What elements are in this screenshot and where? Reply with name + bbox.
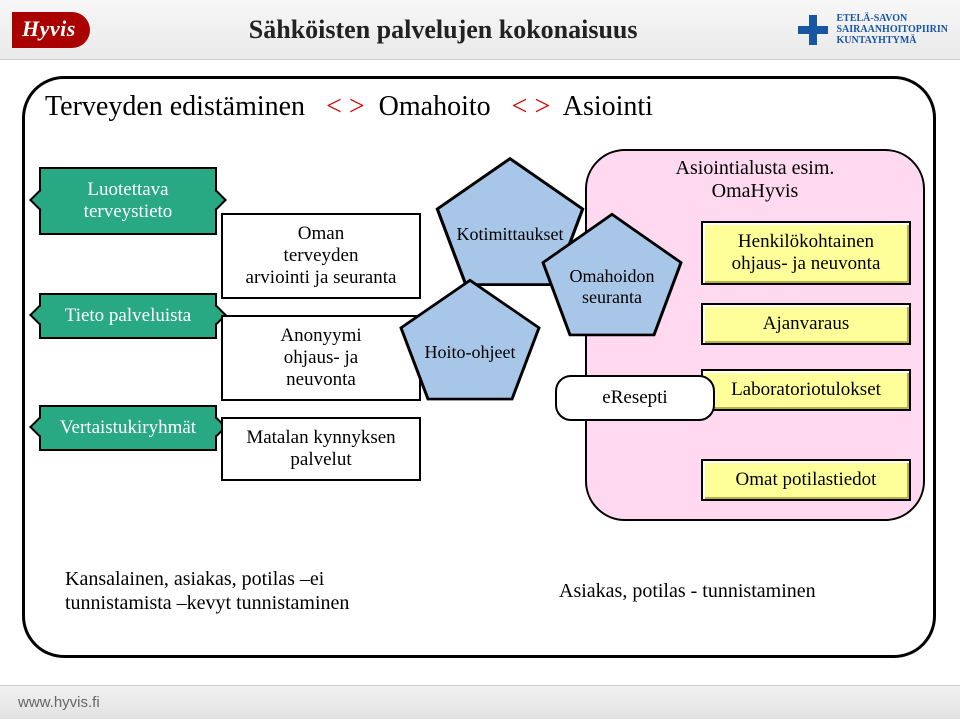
plaque-0: Luotettavaterveystieto (39, 167, 217, 235)
footer-bar: www.hyvis.fi (0, 685, 960, 719)
ybox-2: Laboratoriotulokset (701, 369, 911, 411)
partner-line-2: SAIRAANHOITOPIIRIN (836, 24, 948, 35)
plaque-2: Vertaistukiryhmät (39, 405, 217, 451)
page-title: Sähköisten palvelujen kokonaisuus (90, 15, 797, 45)
whitebox-1: Anonyymiohjaus- janeuvonta (221, 315, 421, 401)
ybox-1: Ajanvaraus (701, 303, 911, 345)
bottom-note-right: Asiakas, potilas - tunnistaminen (559, 579, 816, 603)
bottom-note-left: Kansalainen, asiakas, potilas –eitunnist… (65, 567, 425, 615)
pent-omahoidon: Omahoidonseuranta (537, 209, 687, 343)
whitebox-0: Omanterveydenarviointi ja seuranta (221, 213, 421, 299)
separator-2: < > (512, 91, 551, 122)
partner-line-1: ETELÄ-SAVON (836, 13, 948, 24)
separator-1: < > (326, 91, 365, 122)
plaque-1: Tieto palveluista (39, 293, 217, 339)
heading-mid: Omahoito (379, 91, 491, 122)
pent-hoito-ohjeet: Hoito-ohjeet (395, 275, 545, 407)
asiointi-title: Asiointialusta esim.OmaHyvis (587, 157, 923, 203)
heading-right: Asiointi (563, 91, 653, 122)
eresepti-box: eResepti (555, 375, 715, 421)
header-bar: Hyvis Sähköisten palvelujen kokonaisuus … (0, 0, 960, 60)
footer-url: www.hyvis.fi (18, 694, 100, 711)
partner-line-3: KUNTAYHTYMÄ (836, 35, 948, 46)
cross-icon (796, 13, 830, 47)
pent-label-2: Omahoidonseuranta (537, 209, 687, 343)
frame-heading: Terveyden edistäminen < > Omahoito < > A… (45, 91, 913, 123)
heading-left: Terveyden edistäminen (45, 91, 305, 122)
whitebox-2: Matalan kynnyksenpalvelut (221, 417, 421, 481)
pent-label-1: Hoito-ohjeet (395, 275, 545, 407)
ybox-0: Henkilökohtainenohjaus- ja neuvonta (701, 221, 911, 285)
hyvis-logo: Hyvis (12, 12, 90, 48)
main-frame: Terveyden edistäminen < > Omahoito < > A… (22, 76, 936, 658)
ybox-3: Omat potilastiedot (701, 459, 911, 501)
partner-logo: ETELÄ-SAVON SAIRAANHOITOPIIRIN KUNTAYHTY… (796, 13, 948, 47)
